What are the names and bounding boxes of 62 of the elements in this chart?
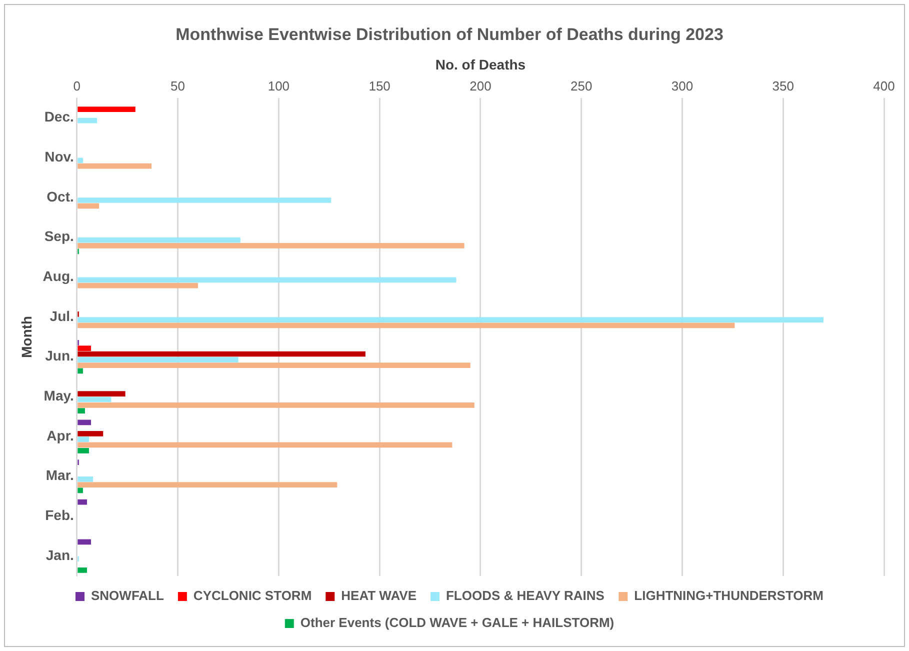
bar (78, 408, 85, 414)
bar (78, 106, 136, 112)
x-tick-label: 250 (570, 78, 592, 94)
bar (78, 243, 464, 248)
bar (78, 356, 238, 362)
legend-label: HEAT WAVE (341, 588, 417, 604)
legend-label: Other Events (COLD WAVE + GALE + HAILSTORM) (300, 615, 614, 630)
bar (78, 198, 332, 203)
bar (78, 420, 92, 426)
x-tick-label: 400 (873, 78, 895, 94)
bar (78, 488, 83, 494)
bar (78, 402, 474, 408)
bar (78, 203, 100, 209)
bar (78, 277, 456, 283)
x-tick-label: 150 (368, 78, 390, 94)
y-tick-label: Oct. (46, 188, 74, 204)
bar (78, 499, 87, 505)
bar (78, 442, 452, 448)
bar (78, 351, 366, 357)
bar (78, 476, 94, 482)
bar (78, 539, 92, 545)
x-tick-label: 0 (73, 78, 81, 94)
x-tick-label: 300 (671, 78, 694, 94)
bar (78, 282, 198, 288)
y-tick-label: Feb. (45, 507, 74, 524)
bar (78, 391, 126, 397)
y-tick-label: Aug. (42, 268, 74, 284)
y-tick-label: Nov. (44, 148, 74, 164)
bar (78, 396, 112, 402)
y-axis-title: Month (18, 316, 34, 358)
x-axis-title: No. of Deaths (435, 56, 526, 73)
legend-label: FLOODS & HEAVY RAINS (446, 588, 605, 604)
bar (78, 118, 98, 124)
legend-label: CYCLONIC STORM (193, 588, 312, 604)
chart-title: Monthwise Eventwise Distribution of Number of Deaths during 2023 (176, 24, 724, 44)
bar (78, 158, 83, 164)
x-tick-label: 100 (268, 78, 290, 94)
bar (78, 346, 92, 352)
y-tick-label: Apr. (46, 427, 74, 444)
y-tick-label: Jan. (46, 546, 74, 563)
bar (78, 436, 90, 442)
x-tick-label: 350 (772, 78, 794, 94)
y-tick-label: Jul. (50, 308, 74, 324)
bar (78, 362, 470, 368)
y-tick-label: Mar. (46, 467, 74, 484)
x-tick-label: 200 (470, 78, 492, 94)
bar (78, 431, 104, 436)
bar (78, 368, 83, 374)
legend-label: SNOWFALL (91, 588, 164, 604)
x-tick-label: 50 (170, 78, 186, 94)
bar (78, 163, 152, 169)
bar (78, 237, 240, 243)
y-tick-label: May. (44, 388, 74, 404)
bar (78, 317, 824, 322)
y-tick-label: Jun. (45, 348, 74, 364)
y-tick-label: Dec. (44, 108, 74, 125)
bar (78, 448, 90, 454)
bar (78, 322, 735, 328)
bar (78, 568, 87, 573)
bar (78, 482, 338, 488)
legend-label: LIGHTNING+THUNDERSTORM (634, 588, 824, 604)
y-tick-label: Sep. (44, 228, 74, 244)
